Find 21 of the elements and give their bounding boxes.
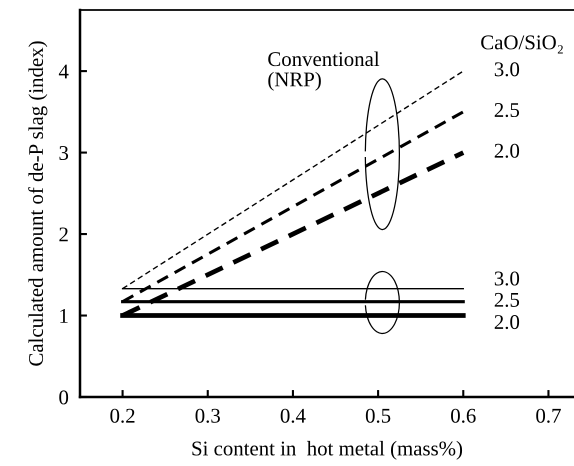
x-tick-label: 0.5	[366, 408, 390, 423]
y-tick-label: 3	[59, 146, 68, 160]
y-tick-label: 2	[59, 227, 68, 242]
series-label: 2.0	[494, 144, 520, 158]
y-tick-label: 1	[60, 309, 68, 323]
annotation: Conventional (NRP)	[268, 51, 380, 91]
series-label: 2.5	[494, 103, 520, 118]
x-tick-label: 0.2	[110, 408, 134, 423]
legend-title: CaO/SiO₂	[481, 35, 563, 54]
x-tick-label: 0.6	[451, 408, 476, 423]
series-label: 3.0	[494, 271, 520, 286]
series-label: 2.5	[494, 292, 520, 307]
series-label: 2.0	[494, 315, 520, 330]
y-tick-label: 4	[58, 64, 69, 78]
x-tick-label: 0.4	[280, 408, 306, 423]
y-tick-label: 0	[59, 390, 68, 404]
series-label: 3.0	[494, 62, 520, 76]
x-axis-title: Si content in hot metal (mass%)	[192, 440, 462, 460]
x-tick-label: 0.7	[536, 408, 561, 423]
y-axis-title: Calculated amount of de-P slag (index)	[28, 41, 48, 366]
x-tick-label: 0.3	[196, 408, 220, 423]
